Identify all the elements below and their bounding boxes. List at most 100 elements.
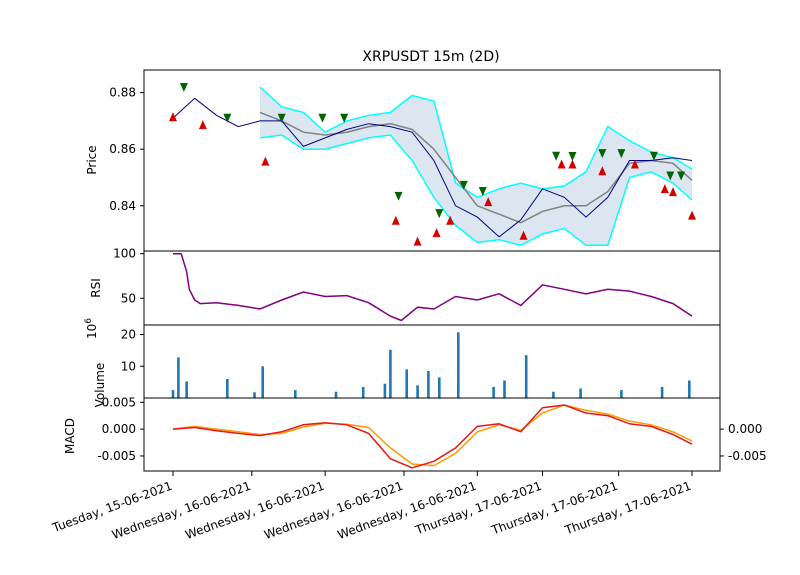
y-tick-label: -0.005 [97, 449, 136, 463]
volume-bar [620, 390, 623, 398]
buy-signal-marker [391, 215, 400, 225]
volume-bar [226, 379, 229, 398]
sell-signal-marker [277, 113, 286, 123]
sell-signal-marker [552, 151, 561, 161]
volume-bar [524, 355, 528, 398]
volume-axes-frame [143, 324, 721, 399]
price-y-ticks: 0.84 0.86 0.88 [109, 86, 144, 213]
volume-bar [405, 369, 408, 398]
volume-ylabel: Volume [93, 363, 107, 408]
y-tick-label: 50 [121, 291, 136, 305]
sell-signal-marker [340, 113, 349, 123]
sell-signal-marker [568, 151, 577, 161]
volume-bar [579, 388, 582, 398]
buy-signal-marker [688, 210, 696, 220]
rsi-ylabel: RSI [89, 278, 103, 298]
volume-bar [261, 366, 264, 398]
buy-signal-marker [413, 236, 422, 246]
volume-bar [253, 392, 256, 398]
volume-bar [438, 377, 441, 398]
macd-right-y-ticks: 0.000 -0.005 [720, 422, 767, 463]
volume-bar [503, 380, 506, 398]
rsi-y-ticks: 100 50 [113, 247, 144, 305]
buy-signal-marker [432, 228, 441, 238]
sell-signal-marker [318, 113, 327, 123]
volume-bar [457, 332, 460, 398]
chart-title: XRPUSDT 15m (2D) [362, 49, 499, 65]
x-tick-label: Wednesday, 16-06-2021 [110, 479, 253, 542]
x-tick-label: Wednesday, 16-06-2021 [183, 479, 326, 542]
buy-signal-marker [660, 184, 669, 194]
close-price-line [172, 97, 693, 238]
volume-bar [383, 383, 387, 398]
sell-signal-marker [223, 113, 232, 123]
buy-signal-marker [519, 230, 528, 240]
y-tick-label: 10 [121, 359, 136, 373]
y-tick-label: 0.005 [102, 395, 136, 409]
y-tick-label: 0.000 [728, 422, 762, 436]
sell-signal-marker [677, 171, 686, 181]
sell-signal-marker [179, 82, 188, 92]
volume-bar [660, 386, 664, 398]
volume-bar [294, 390, 297, 398]
buy-signal-marker [446, 215, 455, 225]
rsi-line [173, 252, 693, 322]
buy-signal-marker [568, 159, 577, 169]
volume-bar [334, 391, 338, 398]
macd-y-ticks: 0.005 0.000 -0.005 [97, 395, 144, 463]
lower-band-line [259, 134, 693, 247]
sell-signal-marker [394, 191, 403, 201]
sell-signal-marker [598, 149, 607, 159]
x-tick-label: Thursday, 17-06-2021 [562, 479, 693, 538]
volume-bar [492, 386, 495, 398]
sell-signal-marker [617, 149, 626, 159]
volume-exponent-label: 106 [84, 318, 99, 339]
volume-bar [177, 357, 180, 398]
buy-signal-marker [668, 187, 677, 197]
buy-signal-marker [198, 120, 207, 130]
volume-bar [185, 381, 188, 398]
sell-signal-marker [649, 151, 658, 161]
macd-line [172, 404, 693, 469]
volume-bar [427, 371, 430, 398]
sell-signal-marker [435, 209, 444, 219]
x-tick-label: Thursday, 17-06-2021 [489, 479, 620, 538]
sell-signal-marker [459, 180, 468, 190]
x-tick-label: Wednesday, 16-06-2021 [262, 479, 405, 542]
volume-bar [171, 390, 175, 398]
y-tick-label: 100 [113, 247, 136, 261]
buy-signal-marker [484, 197, 493, 207]
y-tick-label: -0.005 [728, 449, 767, 463]
volume-bar [361, 386, 365, 398]
sell-signal-marker [478, 187, 487, 197]
upper-band-line [259, 86, 693, 199]
y-tick-label: 0.88 [109, 86, 136, 100]
volume-bar [416, 385, 419, 398]
y-tick-label: 0.86 [109, 142, 136, 156]
sell-signal-marker [666, 171, 675, 181]
y-tick-label: 20 [121, 328, 136, 342]
buy-signal-marker [557, 159, 566, 169]
buy-signal-marker [598, 166, 607, 176]
price-panel: 0.84 0.86 0.88 Price [85, 69, 721, 252]
volume-bar [552, 391, 555, 398]
buy-signal-marker [630, 159, 639, 169]
rsi-panel: 100 50 RSI [89, 247, 721, 326]
signal-markers [169, 82, 696, 246]
price-ylabel: Price [85, 145, 99, 174]
rsi-axes-frame [143, 250, 721, 326]
macd-ylabel: MACD [63, 418, 77, 454]
volume-bar [389, 349, 392, 398]
volume-bar [688, 380, 691, 398]
buy-signal-marker [169, 112, 177, 122]
macd-signal-line [172, 404, 693, 467]
buy-signal-marker [261, 156, 270, 166]
macd-panel: 0.005 0.000 -0.005 0.000 -0.005 MACD [63, 395, 767, 472]
volume-bars [171, 332, 691, 398]
macd-axes-frame [143, 397, 721, 472]
y-tick-label: 0.84 [109, 199, 136, 213]
